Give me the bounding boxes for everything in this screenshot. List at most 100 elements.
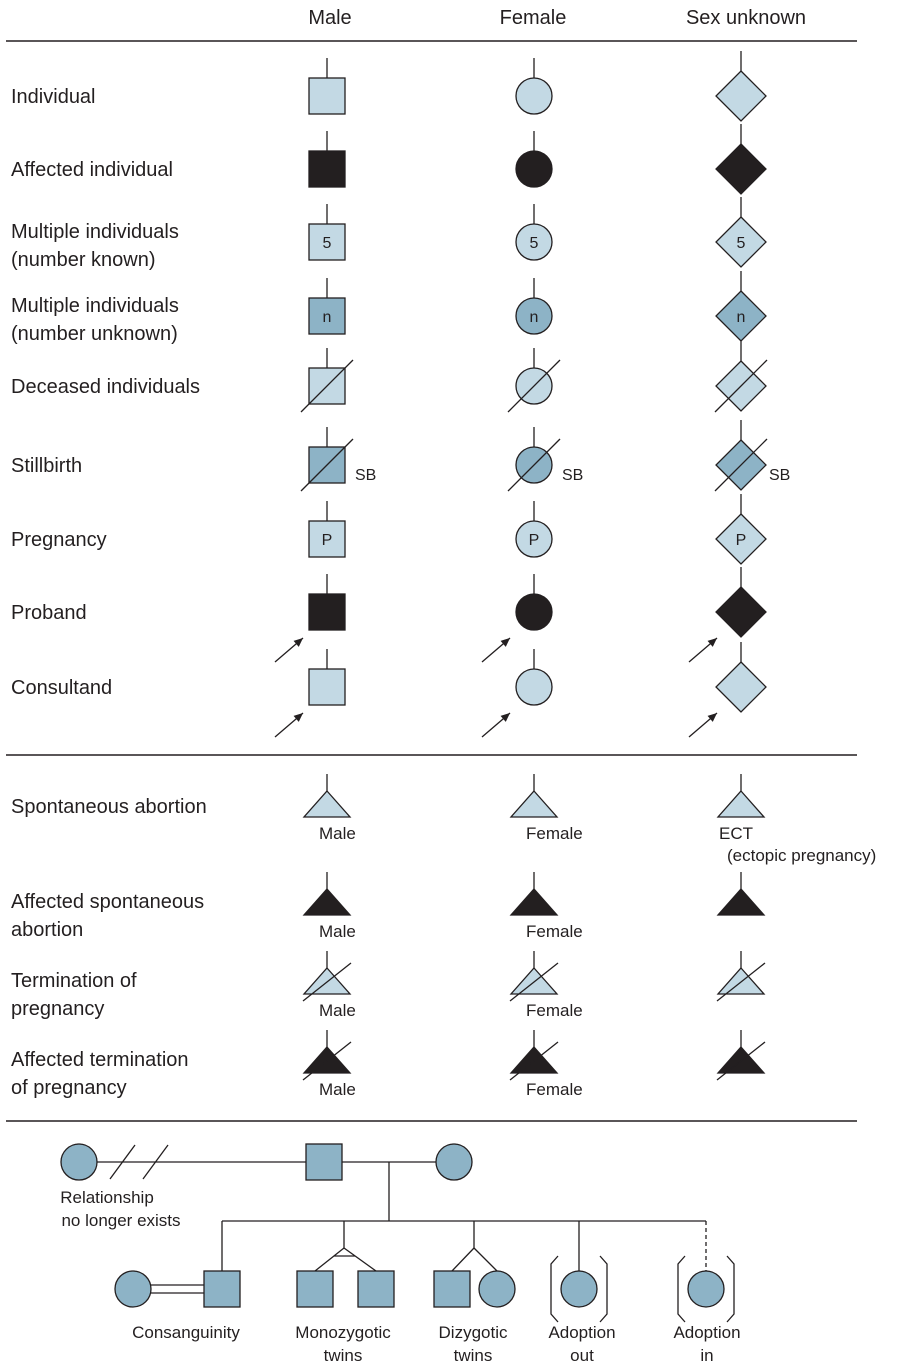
row-label: Affected spontaneous — [11, 891, 204, 913]
father-square — [305, 1143, 343, 1181]
relationship-label: no longer exists — [61, 1211, 180, 1230]
stillbirth-label: SB — [769, 467, 790, 484]
male-square — [308, 297, 346, 335]
male-square — [308, 668, 346, 706]
triangle-symbol — [716, 951, 766, 1002]
triangle-caption: Male — [319, 922, 356, 941]
twin-circle — [478, 1270, 516, 1308]
twin-line — [343, 1247, 377, 1272]
stillbirth-label: SB — [562, 467, 583, 484]
row-label: Deceased individuals — [11, 376, 200, 398]
symbol-row: Consultand — [11, 642, 767, 738]
triangle-symbol: ECT (ectopic pregnancy) — [716, 774, 876, 865]
diamond-symbol — [688, 567, 767, 663]
male-square — [308, 223, 346, 261]
abortion-row: Spontaneous abortion Male Female ECT (ectopi… — [11, 774, 876, 865]
square-symbol: 5 — [308, 204, 346, 261]
symbol-row: Proband — [11, 567, 767, 663]
abortion-triangle — [716, 888, 766, 916]
relationship-label: Relationship — [60, 1188, 154, 1207]
abortion-triangle — [716, 790, 766, 818]
adoption-in-label: Adoption — [673, 1323, 740, 1342]
triangle-caption: Male — [319, 1001, 356, 1020]
triangle-caption-extra: (ectopic pregnancy) — [727, 846, 876, 865]
circle-symbol: P — [515, 501, 553, 558]
triangle-symbol: Male — [302, 872, 356, 941]
row-label: abortion — [11, 919, 83, 941]
triangle-symbol: Female — [509, 1030, 583, 1099]
symbol-row: Affected individual — [11, 124, 767, 195]
unknown-diamond — [715, 216, 767, 268]
row-label: Multiple individuals — [11, 295, 179, 317]
row-label: Proband — [11, 602, 87, 624]
circle-symbol — [481, 649, 553, 738]
symbol-text: 5 — [737, 235, 746, 252]
symbol-row: Stillbirth SB SB SB — [11, 420, 790, 492]
relationship-ended-slash — [142, 1144, 169, 1180]
circle-symbol — [515, 58, 553, 115]
triangle-caption: Female — [526, 1001, 583, 1020]
proband-arrow — [274, 637, 304, 663]
proband-arrow — [688, 712, 718, 738]
deceased-slash — [300, 438, 354, 492]
consanguinity-label: Consanguinity — [132, 1323, 240, 1342]
arrow-head — [293, 713, 303, 722]
deceased-slash — [714, 438, 768, 492]
abortion-row: Affected spontaneous abortion Male Female — [11, 872, 766, 941]
symbol-row: Multiple individuals (number known) 5 5 5 — [11, 197, 767, 271]
symbol-text: 5 — [323, 235, 332, 252]
female-circle — [515, 150, 553, 188]
row-label: (number known) — [11, 249, 156, 271]
row-label: Stillbirth — [11, 455, 82, 477]
abortion-row: Affected termination of pregnancy Male Fema… — [11, 1030, 766, 1099]
termination-slash — [509, 962, 559, 1002]
triangle-symbol: Male — [302, 951, 356, 1020]
unknown-diamond — [715, 143, 767, 195]
triangle-symbol: Female — [509, 951, 583, 1020]
triangle-symbol: Male — [302, 1030, 356, 1099]
diamond-symbol — [715, 51, 767, 122]
abortion-triangle — [509, 790, 559, 818]
header-female: Female — [500, 7, 567, 29]
male-square — [308, 150, 346, 188]
row-label: Pregnancy — [11, 529, 107, 551]
row-label: pregnancy — [11, 998, 104, 1020]
abortion-triangle — [509, 1046, 559, 1074]
circle-symbol — [515, 131, 553, 188]
row-label: Affected termination — [11, 1049, 189, 1071]
triangle-caption: Female — [526, 1080, 583, 1099]
triangle-caption: Female — [526, 922, 583, 941]
termination-slash — [302, 962, 352, 1002]
symbol-row: Deceased individuals — [11, 341, 768, 413]
triangle-caption: ECT — [719, 824, 753, 843]
row-label: Affected individual — [11, 159, 173, 181]
row-label: (number unknown) — [11, 323, 178, 345]
circle-symbol — [481, 574, 553, 663]
dizygotic-label: Dizygotic — [439, 1323, 508, 1342]
termination-slash — [716, 962, 766, 1002]
unknown-diamond — [715, 586, 767, 638]
unknown-diamond — [715, 661, 767, 713]
symbol-text: n — [737, 309, 746, 326]
abortion-triangle — [302, 1046, 352, 1074]
deceased-slash — [507, 438, 561, 492]
male-square — [308, 520, 346, 558]
adoption-bracket — [677, 1255, 686, 1323]
diamond-symbol — [688, 642, 767, 738]
adopted-out-circle — [560, 1270, 598, 1308]
adopted-in-circle — [687, 1270, 725, 1308]
male-square — [308, 593, 346, 631]
proband-arrow — [274, 712, 304, 738]
arrow-head — [500, 713, 510, 722]
row-label: Termination of — [11, 970, 137, 992]
relationship-ended-slash — [109, 1144, 136, 1180]
adoption-out-label: out — [570, 1346, 594, 1365]
arrow-head — [500, 638, 510, 647]
circle-symbol — [507, 348, 561, 413]
symbol-text: P — [529, 532, 540, 549]
female-circle — [515, 297, 553, 335]
header-male: Male — [308, 7, 351, 29]
twin-line — [473, 1247, 498, 1272]
symbol-text: n — [323, 309, 332, 326]
diamond-symbol: 5 — [715, 197, 767, 268]
